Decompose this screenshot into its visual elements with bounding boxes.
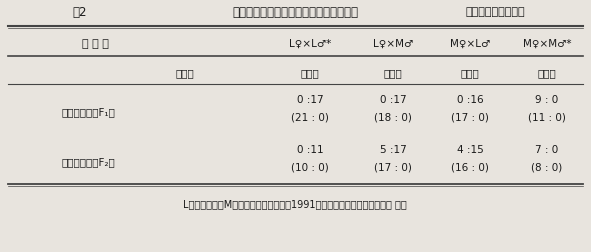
Text: 飛翔筋: 飛翔筋 [176,68,194,78]
Text: 雑種第二代（F₂）: 雑種第二代（F₂） [61,157,115,167]
Text: 7 : 0: 7 : 0 [535,145,558,155]
Text: 0 :17: 0 :17 [379,95,407,105]
Text: （）内は雄の個体数: （）内は雄の個体数 [465,7,525,17]
Text: (18 : 0): (18 : 0) [374,113,412,123]
Text: (10 : 0): (10 : 0) [291,163,329,173]
Text: (11 : 0): (11 : 0) [528,113,566,123]
Text: 有：無: 有：無 [384,68,402,78]
Text: 有：無: 有：無 [460,68,479,78]
Text: 有：無: 有：無 [538,68,556,78]
Text: 雑種第一代（F₁）: 雑種第一代（F₁） [61,107,115,117]
Text: (17 : 0): (17 : 0) [451,113,489,123]
Text: (17 : 0): (17 : 0) [374,163,412,173]
Text: 有：無: 有：無 [301,68,319,78]
Text: 0 :16: 0 :16 [457,95,483,105]
Text: (8 : 0): (8 : 0) [531,163,563,173]
Text: ナガチャコガネ雌飛翔筋二型の遺伝模式: ナガチャコガネ雌飛翔筋二型の遺伝模式 [232,6,358,18]
Text: 4 :15: 4 :15 [457,145,483,155]
Text: 0 :17: 0 :17 [297,95,323,105]
Text: 試 験 区: 試 験 区 [82,39,108,49]
Text: 5 :17: 5 :17 [379,145,407,155]
Text: 表2: 表2 [73,6,87,18]
Text: 9 : 0: 9 : 0 [535,95,558,105]
Text: M♀×M♂*: M♀×M♂* [523,39,571,49]
Text: M♀×L♂: M♀×L♂ [450,39,490,49]
Text: L♀×L♂*: L♀×L♂* [289,39,331,49]
Text: 0 :11: 0 :11 [297,145,323,155]
Text: (21 : 0): (21 : 0) [291,113,329,123]
Text: L♀×M♂: L♀×M♂ [373,39,413,49]
Text: L：無筋系統，M：有筋系統，いずれも1991年採集の個体群より作出，＊ 対照: L：無筋系統，M：有筋系統，いずれも1991年採集の個体群より作出，＊ 対照 [183,199,407,209]
Text: (16 : 0): (16 : 0) [451,163,489,173]
